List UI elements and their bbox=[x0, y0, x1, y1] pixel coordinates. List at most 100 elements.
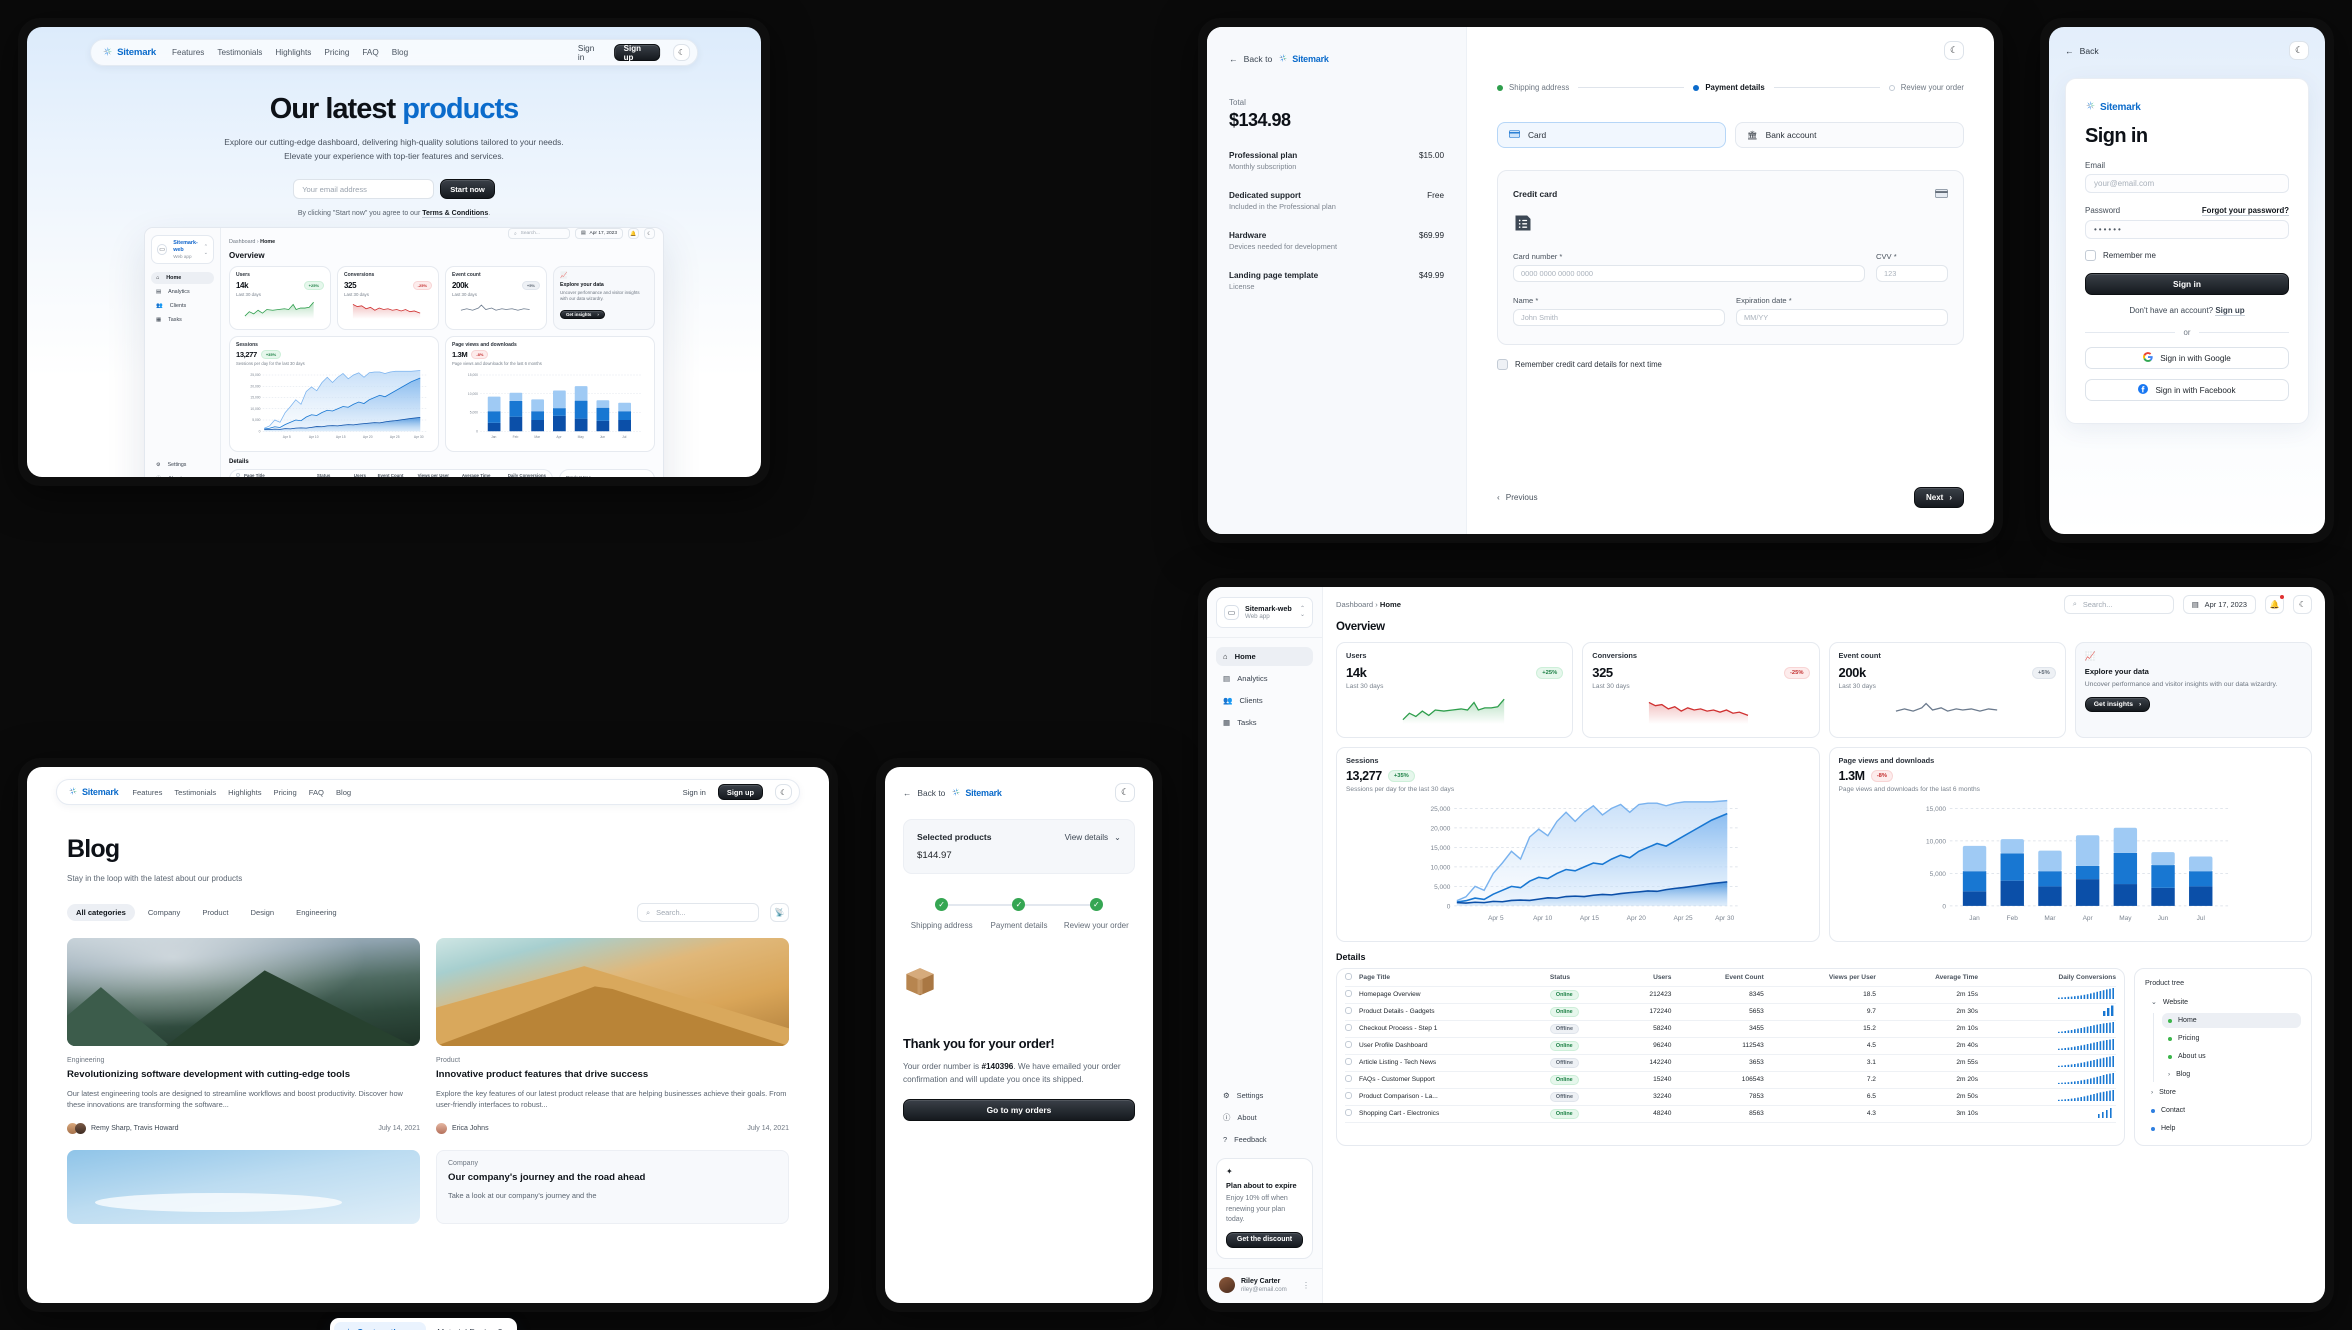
stat-card-event-count[interactable]: Event count 200k +5% Last 30 days bbox=[1828, 642, 2066, 738]
row-checkbox[interactable] bbox=[1345, 1007, 1352, 1014]
table-row[interactable]: FAQs - Customer Support Online 15240 106543… bbox=[1345, 1071, 2116, 1088]
payment-method-card[interactable]: Card bbox=[1497, 122, 1726, 148]
bell-icon[interactable]: 🔔 bbox=[628, 228, 639, 239]
tree-item-pricing[interactable]: Pricing bbox=[2162, 1031, 2301, 1046]
sidebar-item-analytics[interactable]: ▤ Analytics bbox=[151, 286, 214, 298]
list-item[interactable]: Company Our company's journey and the ro… bbox=[436, 1149, 789, 1224]
date-picker[interactable]: ▤ Apr 17, 2023 bbox=[2182, 594, 2256, 614]
col-avg-time[interactable]: Average Time bbox=[461, 472, 491, 477]
tree-item-store[interactable]: › Store bbox=[2145, 1085, 2301, 1100]
view-details-button[interactable]: View details ⌄ bbox=[1065, 832, 1121, 843]
search-input[interactable]: ⌕ Search... bbox=[637, 903, 759, 922]
sitemark-logo[interactable]: Sitemark bbox=[951, 787, 1002, 799]
tree-item-home[interactable]: Home bbox=[2162, 1013, 2301, 1028]
row-checkbox[interactable] bbox=[1345, 1058, 1352, 1065]
stat-card-conversions[interactable]: Conversions 325 -25% Last 30 days bbox=[1582, 642, 1820, 738]
facebook-signin-button[interactable]: Sign in with Facebook bbox=[2085, 379, 2289, 401]
sidebar-item-analytics[interactable]: ▤ Analytics bbox=[1216, 669, 1313, 688]
nav-link-features[interactable]: Features bbox=[132, 787, 163, 797]
nav-link-highlights[interactable]: Highlights bbox=[275, 48, 312, 57]
date-picker[interactable]: ▤ Apr 17, 2023 bbox=[574, 228, 623, 239]
sitemark-logo[interactable]: Sitemark bbox=[68, 786, 119, 798]
nav-link-features[interactable]: Features bbox=[172, 48, 205, 57]
back-to-sitemark-link[interactable]: ← Back to Sitemark bbox=[1229, 53, 1444, 65]
signin-link[interactable]: Sign in bbox=[682, 787, 706, 797]
col-status[interactable]: Status bbox=[1549, 973, 1571, 981]
forgot-password-link[interactable]: Forgot your password? bbox=[2201, 206, 2289, 216]
table-row[interactable]: Shopping Cart - Electronics Online 48240 85… bbox=[1345, 1105, 2116, 1122]
moon-icon[interactable]: ☾ bbox=[644, 228, 655, 239]
stat-card-users[interactable]: Users 14k +25% Last 30 days bbox=[229, 266, 331, 330]
nav-link-faq[interactable]: FAQ bbox=[362, 48, 379, 57]
list-item[interactable]: Product Innovative product features that… bbox=[436, 938, 789, 1134]
filter-product[interactable]: Product bbox=[202, 908, 229, 917]
step-payment-details[interactable]: Payment details bbox=[1693, 83, 1765, 92]
card-number-input[interactable]: 0000 0000 0000 0000 bbox=[1513, 265, 1865, 282]
moon-icon[interactable]: ☾ bbox=[673, 44, 690, 61]
tree-item-help[interactable]: Help bbox=[2145, 1121, 2301, 1136]
email-field[interactable]: your@email.com bbox=[2085, 174, 2289, 193]
get-insights-button[interactable]: Get insights › bbox=[2084, 697, 2151, 713]
search-input[interactable]: ⌕ Search... bbox=[2063, 594, 2174, 614]
remember-card-checkbox[interactable] bbox=[1497, 359, 1508, 370]
signup-link[interactable]: Sign up bbox=[2215, 306, 2245, 316]
stat-card-conversions[interactable]: Conversions 325 -25% Last 30 days bbox=[337, 266, 439, 330]
nav-link-blog[interactable]: Blog bbox=[335, 787, 352, 797]
row-checkbox[interactable] bbox=[1345, 1075, 1352, 1082]
sidebar-item-feedback[interactable]: ? Feedback bbox=[1216, 1131, 1313, 1148]
sitemark-logo[interactable]: Sitemark bbox=[2085, 100, 2141, 114]
col-avg-time[interactable]: Average Time bbox=[1935, 973, 1978, 981]
row-checkbox[interactable] bbox=[1345, 1024, 1352, 1031]
filter-engineering[interactable]: Engineering bbox=[296, 908, 337, 917]
cvv-input[interactable]: 123 bbox=[1876, 265, 1948, 282]
bell-icon[interactable]: 🔔 bbox=[2265, 594, 2284, 614]
col-page-title[interactable]: Page Title bbox=[244, 472, 265, 477]
search-input[interactable]: ⌕ Search... bbox=[507, 228, 570, 239]
remember-card-row[interactable]: Remember credit card details for next ti… bbox=[1497, 359, 1964, 370]
breadcrumb-root[interactable]: Dashboard bbox=[1336, 599, 1374, 609]
back-button[interactable]: ← Back bbox=[2065, 46, 2099, 56]
sidebar-item-settings[interactable]: ⚙ Settings bbox=[1216, 1087, 1313, 1104]
nav-link-blog[interactable]: Blog bbox=[391, 48, 409, 57]
nav-link-highlights[interactable]: Highlights bbox=[228, 787, 262, 797]
table-row[interactable]: Homepage Overview Online 212423 8345 18.5 2m … bbox=[1345, 986, 2116, 1003]
sidebar-item-home[interactable]: ⌂ Home bbox=[151, 272, 214, 285]
row-checkbox[interactable] bbox=[1345, 1109, 1352, 1116]
step-shipping-address[interactable]: Shipping address bbox=[1497, 83, 1569, 92]
rss-icon[interactable]: 📡 bbox=[770, 903, 789, 922]
sidebar-item-clients[interactable]: 👥 Clients bbox=[1216, 691, 1313, 710]
sitemark-logo[interactable]: Sitemark bbox=[102, 46, 156, 60]
select-all-checkbox[interactable] bbox=[1345, 972, 1352, 980]
table-row[interactable]: Checkout Process - Step 1 Offline 58240 345… bbox=[1345, 1020, 2116, 1037]
go-to-orders-button[interactable]: Go to my orders bbox=[903, 1099, 1135, 1122]
col-event-count[interactable]: Event Count bbox=[1724, 973, 1764, 981]
sidebar-item-clients[interactable]: 👥 Clients bbox=[151, 300, 214, 312]
stat-card-event-count[interactable]: Event count 200k +5% Last 30 days bbox=[445, 266, 547, 330]
tree-item-blog[interactable]: › Blog bbox=[2162, 1067, 2301, 1082]
filter-design[interactable]: Design bbox=[250, 908, 275, 917]
signin-link[interactable]: Sign in bbox=[577, 43, 595, 62]
payment-method-bank[interactable]: 🏛 Bank account bbox=[1735, 122, 1964, 148]
terms-link[interactable]: Terms & Conditions bbox=[422, 210, 489, 219]
row-checkbox[interactable] bbox=[1345, 990, 1352, 997]
row-checkbox[interactable] bbox=[1345, 1041, 1352, 1048]
sidebar-item-about[interactable]: ⓘ About bbox=[151, 473, 214, 478]
moon-icon[interactable]: ☾ bbox=[775, 784, 792, 800]
list-item[interactable]: Engineering Revolutionizing software dev… bbox=[67, 938, 420, 1134]
nav-link-pricing[interactable]: Pricing bbox=[324, 48, 350, 57]
start-now-button[interactable]: Start now bbox=[440, 179, 495, 200]
password-field[interactable]: •••••• bbox=[2085, 220, 2289, 239]
select-all-checkbox[interactable] bbox=[236, 472, 240, 477]
sidebar-item-home[interactable]: ⌂ Home bbox=[1216, 647, 1313, 667]
next-button[interactable]: Next › bbox=[1913, 487, 1964, 508]
signup-button[interactable]: Sign up bbox=[717, 784, 763, 800]
tree-item-about-us[interactable]: About us bbox=[2162, 1049, 2301, 1064]
col-page-title[interactable]: Page Title bbox=[1359, 973, 1391, 981]
col-users[interactable]: Users bbox=[353, 472, 366, 477]
col-status[interactable]: Status bbox=[316, 472, 331, 477]
remember-me-row[interactable]: Remember me bbox=[2085, 250, 2289, 261]
workspace-switcher[interactable]: ▭ Sitemark-web Web app ⌃ ⌄ bbox=[1216, 597, 1313, 629]
nav-link-faq[interactable]: FAQ bbox=[308, 787, 324, 797]
table-row[interactable]: Product Comparison - La... Offline 32240 78… bbox=[1345, 1088, 2116, 1105]
col-views[interactable]: Views per User bbox=[1828, 973, 1876, 981]
